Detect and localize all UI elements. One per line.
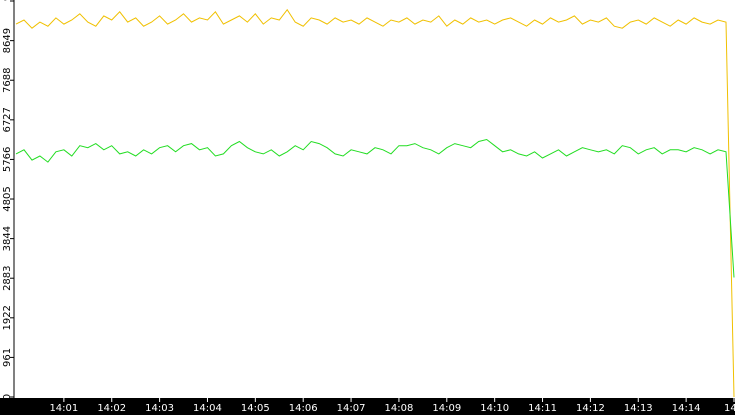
series-line [15,8,735,398]
x-axis-band [0,398,735,415]
x-tick-label: 14:10 [480,403,509,414]
y-tick-label: 1922 [2,305,13,330]
x-tick-label: 14:08 [385,403,414,414]
y-tick-label: 3844 [2,226,13,251]
x-tick-label: 14:01 [49,403,78,414]
x-tick-label: 14:07 [337,403,366,414]
x-tick-label: 14:04 [193,403,222,414]
x-tick-label: 14 [724,403,735,414]
x-tick-label: 14:03 [145,403,174,414]
x-tick-label: 14:02 [97,403,126,414]
x-tick-label: 14:12 [576,403,605,414]
x-tick-label: 14:14 [672,403,701,414]
x-tick-label: 14:05 [241,403,270,414]
y-tick-label: 2883 [2,265,13,290]
x-tick-label: 14:09 [432,403,461,414]
y-tick-label: 8649 [2,28,13,53]
y-tick-label: 0 [2,394,13,400]
x-tick-label: 14:13 [624,403,653,414]
y-tick-label: 961 [2,348,13,367]
y-tick-label: 6727 [2,107,13,132]
y-tick-label: 7688 [2,68,13,93]
x-tick-label: 14:06 [289,403,318,414]
y-tick-label: 5766 [2,147,13,172]
y-tick-label: 4805 [2,186,13,211]
x-tick-label: 14:11 [528,403,557,414]
series-line [15,138,735,278]
